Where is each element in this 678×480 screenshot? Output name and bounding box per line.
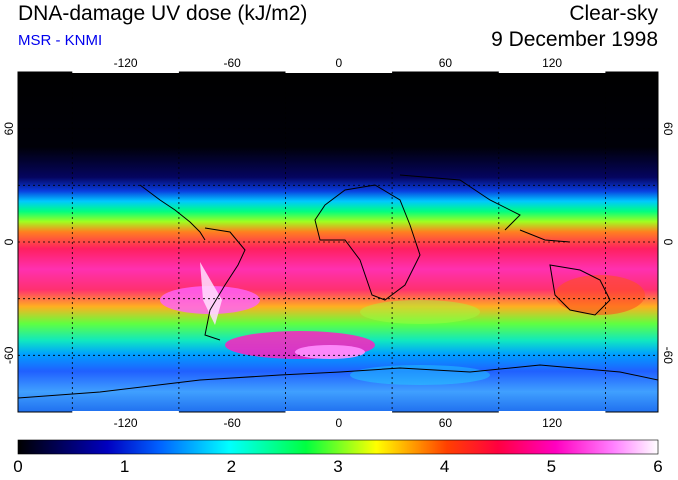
colorbar-tick-label: 0 — [13, 457, 23, 476]
colorbar-tick-label: 5 — [546, 457, 557, 476]
colorbar — [17, 439, 659, 455]
colorbar-tick-label: 4 — [439, 457, 450, 476]
date-label: 9 December 1998 — [491, 28, 658, 51]
lat-label-left: 60 — [2, 122, 16, 136]
lat-labels: 60 0 -60 60 0 -60 — [2, 122, 675, 365]
frame-scale-marks — [72, 71, 606, 413]
colorbar-tick-label: 1 — [119, 457, 130, 476]
colorbar-tick-label: 3 — [333, 457, 343, 476]
lat-label-left: 0 — [2, 238, 16, 245]
lon-label-bottom: 0 — [335, 416, 342, 430]
lon-label-top: 60 — [439, 56, 453, 70]
lon-label-bottom: 60 — [439, 416, 453, 430]
lon-labels: -120 -60 0 60 120 -120 -60 0 60 120 — [114, 56, 563, 430]
colorbar-tick-label: 2 — [226, 457, 237, 476]
lon-label-top: 0 — [335, 56, 342, 70]
lat-label-left: -60 — [2, 346, 16, 364]
coastlines — [18, 174, 658, 399]
sky-condition-label: Clear-sky — [569, 2, 658, 25]
lon-label-top: -60 — [224, 56, 242, 70]
chart-title: DNA-damage UV dose (kJ/m2) — [18, 2, 308, 25]
lat-label-right: 0 — [661, 239, 675, 246]
lat-label-right: 60 — [661, 122, 675, 136]
lon-label-bottom: 120 — [542, 416, 562, 430]
source-label: MSR - KNMI — [18, 32, 103, 49]
lon-label-top: -120 — [114, 56, 138, 70]
lon-label-bottom: -120 — [114, 416, 138, 430]
lon-label-top: 120 — [542, 56, 562, 70]
colorbar-tick-label: 6 — [653, 457, 663, 476]
lon-label-bottom: -60 — [224, 416, 242, 430]
lat-label-right: -60 — [661, 347, 675, 365]
graticule — [18, 72, 658, 412]
